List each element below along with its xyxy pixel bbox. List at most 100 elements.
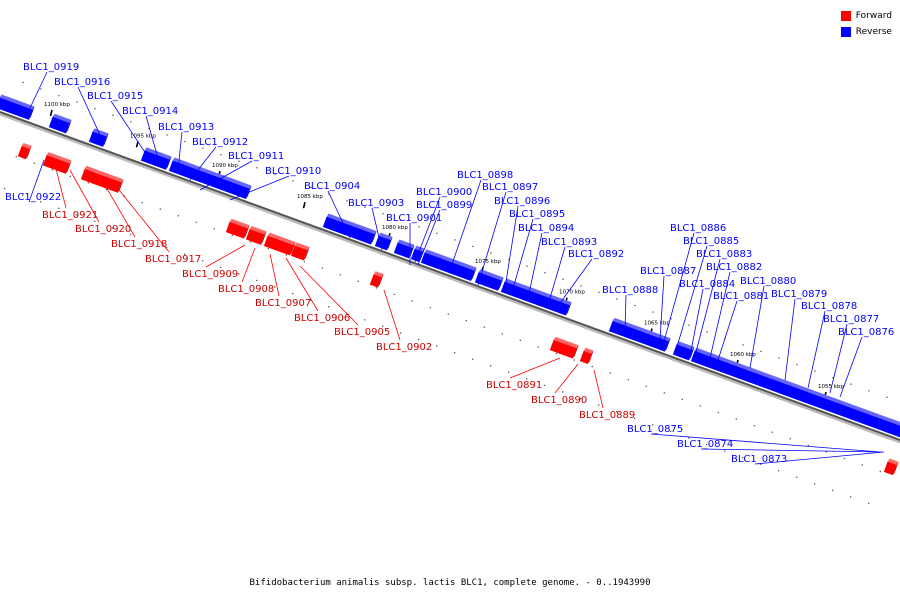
guide-dot — [184, 140, 186, 143]
gene-top-face — [267, 232, 296, 246]
guide-dot — [807, 444, 809, 446]
guide-dot — [166, 247, 168, 249]
gene-label-reverse: BLC1_0912 — [192, 137, 248, 148]
gene-label-reverse: BLC1_0894 — [518, 223, 574, 234]
gene-top-face — [182, 161, 192, 167]
guide-dot — [832, 489, 834, 492]
guide-dot — [814, 370, 816, 372]
guide-dot — [310, 186, 312, 189]
guide-dot — [364, 206, 366, 208]
ruler-tick-label: 1095 kbp — [130, 133, 156, 139]
guide-dot — [562, 278, 564, 280]
gene-leader-line — [839, 336, 863, 398]
gene-front-face — [225, 221, 245, 238]
gene-top-face — [894, 420, 900, 426]
guide-dot — [519, 339, 521, 342]
gene-top-face — [478, 269, 504, 281]
gene-side-face — [587, 350, 594, 365]
guide-dot — [670, 317, 672, 320]
gene-top-face — [52, 113, 72, 124]
gene-top-face — [204, 169, 235, 183]
gene-label-reverse: BLC1_0881 — [713, 291, 769, 302]
gene-label-forward: BLC1_0906 — [294, 313, 350, 324]
gene-top-face — [144, 147, 172, 160]
gene-top-face — [63, 158, 72, 164]
ruler-tick-label: 1065 kbp — [644, 321, 670, 327]
gene-forward — [245, 226, 267, 245]
guide-dot — [411, 300, 413, 302]
guide-dot — [814, 483, 816, 485]
guide-dot — [879, 470, 881, 473]
guide-dot — [274, 286, 276, 288]
gene-top-face — [790, 382, 823, 397]
guide-dot — [580, 397, 582, 400]
gene-side-face — [664, 338, 671, 352]
guide-dot — [472, 358, 474, 360]
gene-top-face — [509, 280, 534, 292]
gene-label-reverse: BLC1_0888 — [602, 285, 658, 296]
gene-side-face — [386, 236, 393, 251]
gene-leader-line — [749, 285, 765, 369]
guide-dot — [537, 346, 539, 348]
guide-dot — [148, 127, 150, 130]
guide-dot — [400, 219, 402, 221]
gene-leader-line — [241, 247, 256, 283]
gene-leader-line — [784, 298, 796, 381]
guide-dot — [177, 215, 179, 217]
gene-labels: BLC1_0919 BLC1_0916 BLC1_0915 BLC1_0914 BLC1… — [5, 62, 894, 465]
guide-dot — [213, 228, 215, 230]
guide-dot — [76, 101, 78, 103]
gene-label-reverse: BLC1_0887 — [640, 266, 696, 277]
gene-front-face — [690, 350, 717, 370]
guide-dot — [58, 94, 60, 97]
gene-label-reverse: BLC1_0880 — [740, 276, 796, 287]
gene-front-face — [786, 385, 821, 408]
gene-top-face — [229, 218, 247, 228]
gene-leader-line — [269, 253, 280, 297]
gene-top-face — [189, 163, 207, 173]
guide-dot — [465, 320, 467, 322]
gene-top-face — [612, 317, 637, 329]
gene-front-face — [228, 182, 250, 199]
gene-reverse — [0, 94, 35, 120]
gene-leader-line — [807, 310, 826, 389]
gene-top-face — [553, 336, 572, 346]
gene-front-face — [369, 274, 382, 288]
guide-dot — [454, 351, 456, 354]
guide-dot — [22, 81, 24, 84]
gene-label-reverse: BLC1_0884 — [679, 279, 735, 290]
guide-dot — [490, 252, 492, 254]
gene-front-face — [17, 145, 30, 160]
gene-side-face — [572, 345, 579, 359]
guide-dot — [598, 291, 600, 294]
guide-dot — [789, 438, 791, 440]
guide-dot — [573, 359, 575, 361]
guide-dot — [706, 331, 708, 333]
gene-leader-line — [509, 357, 561, 379]
gene-top-face — [92, 128, 109, 137]
guide-dot — [51, 169, 53, 171]
gene-top-face — [378, 232, 393, 240]
guide-dot — [15, 156, 17, 158]
guide-dot — [130, 233, 132, 236]
gene-top-face — [294, 242, 310, 251]
guide-dot — [645, 385, 647, 387]
gene-front-face — [672, 344, 685, 358]
guide-dot — [472, 245, 474, 248]
guide-dot — [310, 299, 312, 301]
gene-label-reverse: BLC1_0913 — [158, 122, 214, 133]
gene-side-face — [102, 133, 109, 147]
guide-dot — [112, 114, 114, 116]
gene-front-face — [756, 374, 791, 397]
guide-dot — [256, 279, 258, 282]
guide-dot — [357, 280, 359, 282]
gene-forward — [263, 232, 296, 256]
gene-label-reverse: BLC1_0879 — [771, 289, 827, 300]
gene-top-face — [634, 325, 659, 337]
gene-label-reverse: BLC1_0899 — [416, 200, 472, 211]
guide-dot — [292, 180, 294, 182]
gene-leader-line — [54, 164, 67, 209]
guide-dot — [483, 326, 485, 328]
gene-reverse — [722, 359, 763, 386]
guide-dot — [303, 260, 305, 263]
